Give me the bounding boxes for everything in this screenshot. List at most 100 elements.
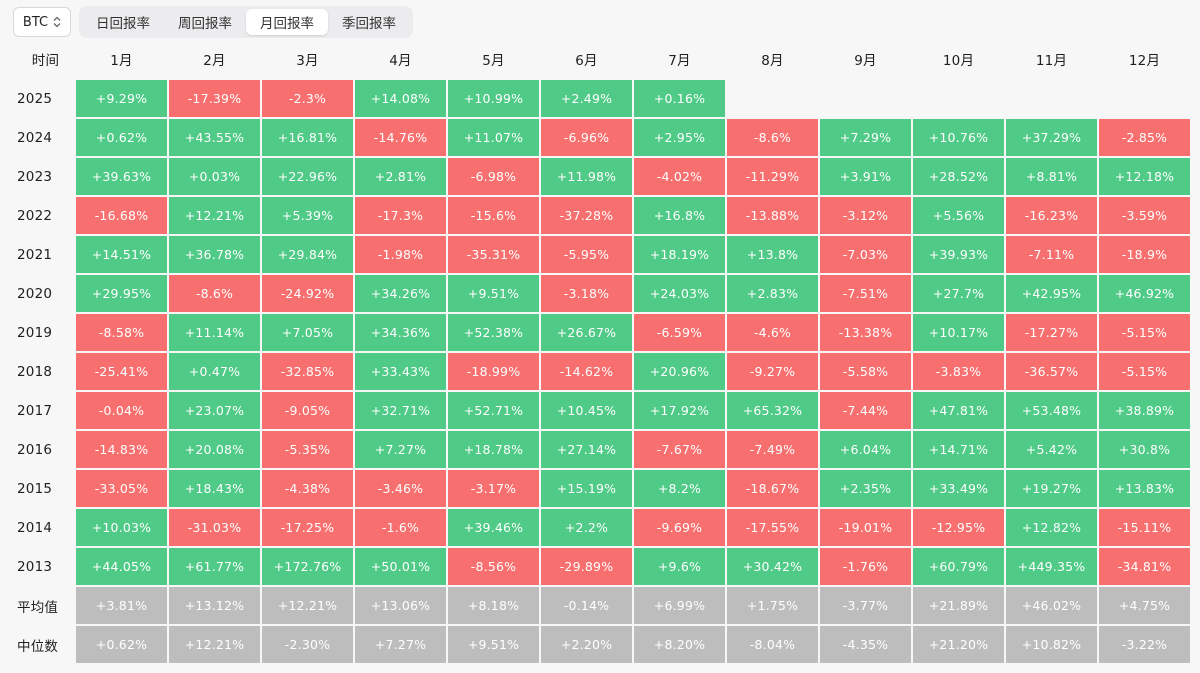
summary-cell: +7.27% — [355, 626, 446, 663]
return-cell: +13.83% — [1099, 470, 1190, 507]
up-down-chevron-icon — [53, 16, 61, 28]
return-cell: +2.35% — [820, 470, 911, 507]
year-label: 2017 — [17, 402, 53, 419]
month-header: 8月 — [761, 53, 784, 69]
return-cell: -34.81% — [1099, 548, 1190, 585]
return-cell: -3.18% — [541, 275, 632, 312]
month-header: 2月 — [203, 53, 226, 69]
return-cell: +33.49% — [913, 470, 1004, 507]
return-cell — [913, 80, 1004, 117]
summary-cell: -0.14% — [541, 587, 632, 624]
return-cell: -13.38% — [820, 314, 911, 351]
return-cell: -18.67% — [727, 470, 818, 507]
return-cell: +11.07% — [448, 119, 539, 156]
summary-cell: +21.89% — [913, 587, 1004, 624]
return-cell: +60.79% — [913, 548, 1004, 585]
year-label: 2021 — [17, 246, 53, 263]
return-cell — [1006, 80, 1097, 117]
summary-cell: +4.75% — [1099, 587, 1190, 624]
summary-cell: -3.22% — [1099, 626, 1190, 663]
return-cell: +0.03% — [169, 158, 260, 195]
return-cell: +34.26% — [355, 275, 446, 312]
return-cell: -7.49% — [727, 431, 818, 468]
summary-cell: +10.82% — [1006, 626, 1097, 663]
return-cell: +8.81% — [1006, 158, 1097, 195]
summary-cell: +8.20% — [634, 626, 725, 663]
return-cell: -8.56% — [448, 548, 539, 585]
return-cell: +50.01% — [355, 548, 446, 585]
return-cell: +10.45% — [541, 392, 632, 429]
return-cell — [727, 80, 818, 117]
return-cell: +9.51% — [448, 275, 539, 312]
return-cell: +61.77% — [169, 548, 260, 585]
return-cell: +15.19% — [541, 470, 632, 507]
summary-cell: +21.20% — [913, 626, 1004, 663]
return-cell: +17.92% — [634, 392, 725, 429]
monthly-returns-table: 时间 1月 2月 3月 4月 5月 6月 7月 8月 9月 10月 11月 12… — [17, 40, 1190, 663]
return-cell: +0.62% — [76, 119, 167, 156]
return-cell: -14.76% — [355, 119, 446, 156]
toolbar: BTC 日回报率 周回报率 月回报率 季回报率 — [13, 6, 413, 38]
tab-monthly-returns[interactable]: 月回报率 — [246, 9, 328, 35]
month-header: 10月 — [942, 53, 975, 69]
return-cell: -3.17% — [448, 470, 539, 507]
return-cell: +7.27% — [355, 431, 446, 468]
return-cell: -1.98% — [355, 236, 446, 273]
return-cell: +2.83% — [727, 275, 818, 312]
return-cell: -9.27% — [727, 353, 818, 390]
asset-select-value: BTC — [22, 14, 49, 30]
year-label: 2016 — [17, 441, 53, 458]
return-cell: +39.46% — [448, 509, 539, 546]
return-cell: -14.62% — [541, 353, 632, 390]
summary-cell: -8.04% — [727, 626, 818, 663]
summary-cell: +12.21% — [169, 626, 260, 663]
return-cell: +13.8% — [727, 236, 818, 273]
return-cell: -35.31% — [448, 236, 539, 273]
summary-cell: +46.02% — [1006, 587, 1097, 624]
return-cell: +10.17% — [913, 314, 1004, 351]
return-cell: +12.82% — [1006, 509, 1097, 546]
return-cell: +39.63% — [76, 158, 167, 195]
return-cell: -31.03% — [169, 509, 260, 546]
asset-select[interactable]: BTC — [13, 7, 71, 37]
return-cell: -16.23% — [1006, 197, 1097, 234]
year-label: 2018 — [17, 363, 53, 380]
return-cell: +30.42% — [727, 548, 818, 585]
return-cell: -3.12% — [820, 197, 911, 234]
return-cell: +7.05% — [262, 314, 353, 351]
tab-weekly-returns[interactable]: 周回报率 — [178, 16, 232, 32]
return-cell: -12.95% — [913, 509, 1004, 546]
return-cell: -32.85% — [262, 353, 353, 390]
return-cell: +27.7% — [913, 275, 1004, 312]
return-cell: +38.89% — [1099, 392, 1190, 429]
month-header: 1月 — [110, 53, 133, 69]
return-cell: +12.21% — [169, 197, 260, 234]
return-cell: -6.59% — [634, 314, 725, 351]
return-cell: +7.29% — [820, 119, 911, 156]
return-cell: +10.03% — [76, 509, 167, 546]
tab-quarterly-returns[interactable]: 季回报率 — [342, 16, 396, 32]
return-cell: +20.08% — [169, 431, 260, 468]
return-cell: +30.8% — [1099, 431, 1190, 468]
return-cell: +14.08% — [355, 80, 446, 117]
return-cell: -15.6% — [448, 197, 539, 234]
summary-cell: +1.75% — [727, 587, 818, 624]
return-cell: -8.6% — [169, 275, 260, 312]
return-cell: -16.68% — [76, 197, 167, 234]
return-cell: +0.47% — [169, 353, 260, 390]
return-cell: -8.6% — [727, 119, 818, 156]
return-cell: -37.28% — [541, 197, 632, 234]
return-cell: +43.55% — [169, 119, 260, 156]
return-cell: -17.55% — [727, 509, 818, 546]
return-cell: +44.05% — [76, 548, 167, 585]
return-cell: -7.51% — [820, 275, 911, 312]
return-cell: -5.58% — [820, 353, 911, 390]
return-cell: +8.2% — [634, 470, 725, 507]
return-cell: +27.14% — [541, 431, 632, 468]
month-header: 4月 — [389, 53, 412, 69]
return-cell: +14.51% — [76, 236, 167, 273]
summary-cell: +3.81% — [76, 587, 167, 624]
tab-daily-returns[interactable]: 日回报率 — [96, 16, 150, 32]
year-label: 2020 — [17, 285, 53, 302]
return-cell: -7.67% — [634, 431, 725, 468]
